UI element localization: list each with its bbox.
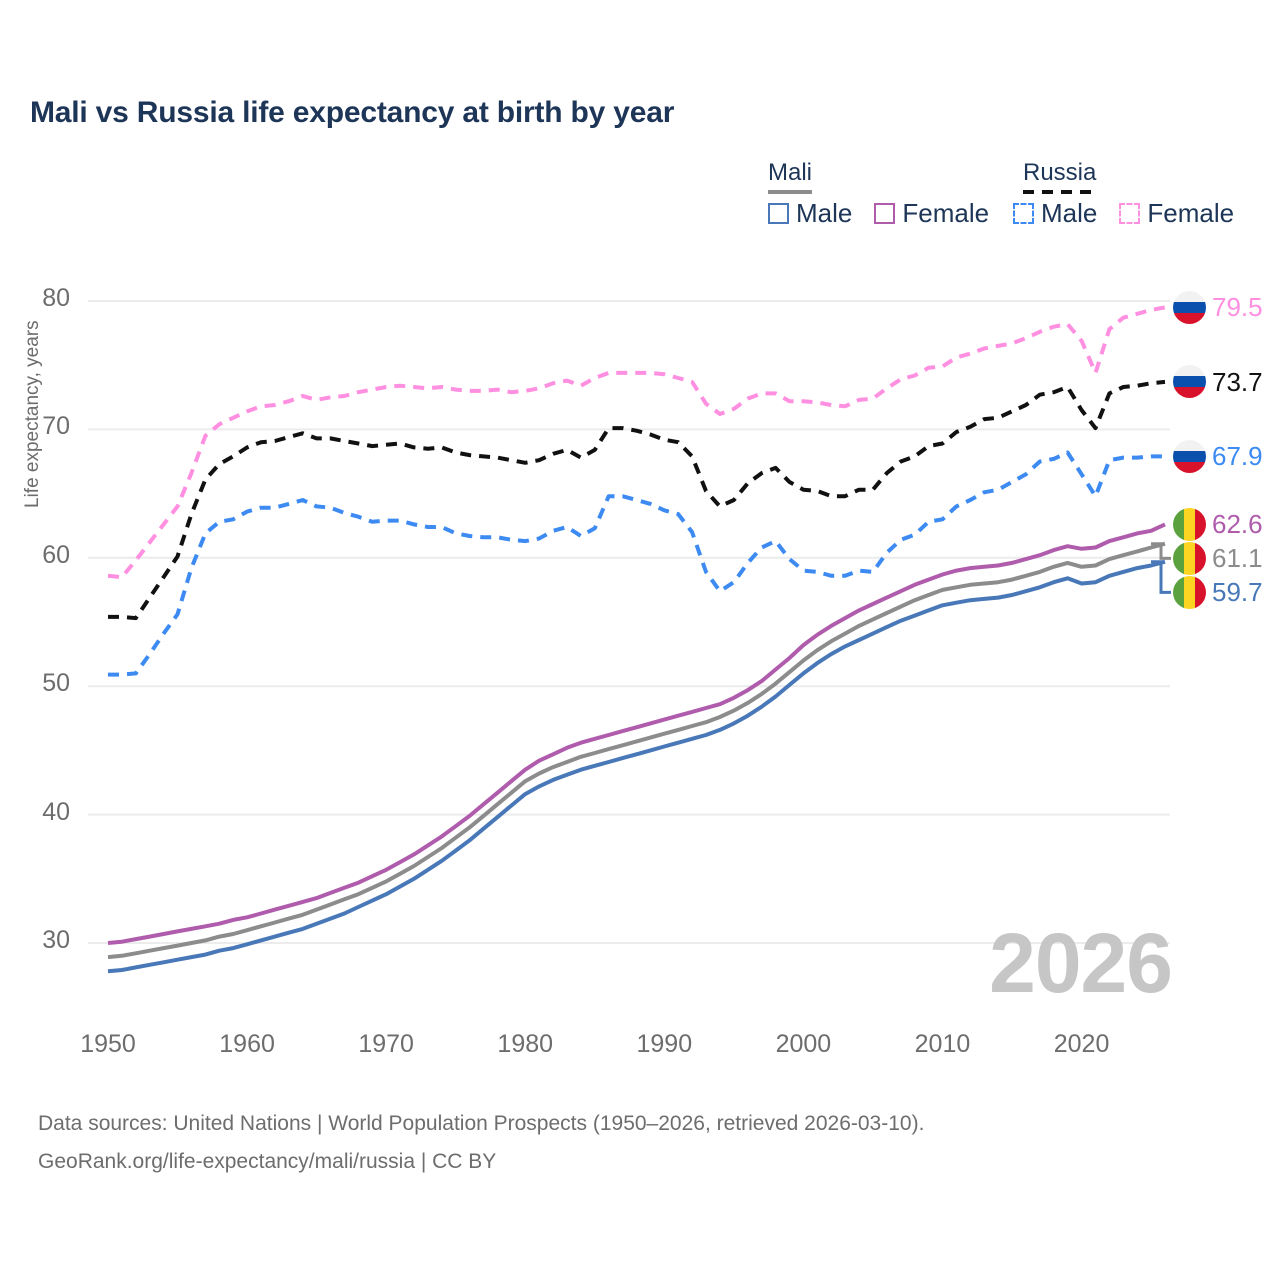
legend-label-russia-male: Male: [1041, 198, 1098, 228]
series-end-label: 62.6: [1173, 507, 1263, 541]
legend-group-title-mali: Mali: [768, 159, 813, 186]
flag-band: [1184, 541, 1195, 575]
series-end-value: 67.9: [1212, 441, 1263, 472]
x-axis-tick-label: 2020: [1053, 1030, 1110, 1058]
y-axis-tick-label: 80: [42, 284, 70, 312]
x-axis-tick-label: 1970: [358, 1030, 414, 1058]
legend-item-russia-male[interactable]: Male: [1013, 200, 1097, 226]
series-end-value: 73.7: [1212, 366, 1263, 397]
flag-band: [1173, 376, 1206, 388]
end-label-connector: [1151, 560, 1171, 594]
footer-line-url[interactable]: GeoRank.org/life-expectancy/mali/russia …: [38, 1150, 497, 1173]
flag-band: [1173, 439, 1206, 451]
legend-group-title-russia: Russia: [1023, 159, 1097, 186]
series-end-label: 73.7: [1173, 365, 1263, 399]
y-axis-tick-label: 50: [42, 669, 70, 698]
legend-item-russia-female[interactable]: Female: [1119, 200, 1234, 226]
legend-group-russia: Russia: [1023, 159, 1097, 194]
russia-flag-icon: [1173, 290, 1206, 324]
flag-band: [1195, 541, 1206, 575]
y-axis-tick-label: 40: [42, 797, 70, 826]
flag-band: [1173, 541, 1184, 575]
flag-band: [1173, 450, 1206, 462]
russia-flag-icon: [1173, 365, 1206, 399]
x-axis-tick-label: 2010: [914, 1030, 971, 1058]
flag-band: [1173, 461, 1206, 473]
footer-attribution: Data sources: United Nations | World Pop…: [38, 1105, 924, 1181]
flag-band: [1173, 507, 1184, 541]
legend-swatch-icon-russia-female: [1119, 202, 1141, 224]
x-axis-tick-label: 1950: [80, 1030, 136, 1058]
flag-band: [1195, 507, 1206, 541]
y-axis-tick-label: 60: [42, 540, 70, 569]
legend-swatch-icon-mali-male: [768, 202, 789, 224]
x-axis-tick-label: 1960: [219, 1030, 275, 1058]
year-watermark: 2026: [989, 916, 1173, 1010]
series-line-russia-total: [108, 379, 1166, 621]
legend-label-mali-female: Female: [902, 198, 990, 228]
flag-band: [1184, 507, 1195, 541]
series-line-russia-male: [108, 450, 1165, 677]
series-end-label: 59.7: [1173, 575, 1263, 609]
y-axis-tick-label: 30: [42, 926, 70, 954]
series-end-value: 62.6: [1212, 509, 1263, 540]
page-title: Mali vs Russia life expectancy at birth …: [30, 96, 675, 129]
series-end-value: 59.7: [1212, 577, 1263, 608]
legend-swatch-icon-mali-female: [874, 202, 896, 224]
flag-band: [1173, 290, 1206, 302]
flag-band: [1173, 575, 1184, 609]
flag-band: [1195, 575, 1206, 609]
series-line-mali-female: [107, 522, 1166, 945]
end-label-connector: [1151, 542, 1171, 560]
series-line-mali-total: [107, 541, 1166, 960]
legend-rule-mali: [768, 190, 813, 194]
mali-flag-icon: [1173, 507, 1206, 541]
mali-flag-icon: [1173, 575, 1206, 609]
legend-rule-russia: [1023, 190, 1097, 194]
series-end-label: 67.9: [1173, 439, 1263, 473]
legend-label-russia-female: Female: [1147, 198, 1235, 228]
series-end-label: 79.5: [1173, 290, 1263, 324]
flag-band: [1173, 387, 1206, 399]
flag-band: [1184, 575, 1195, 609]
x-axis-tick-label: 2000: [775, 1030, 832, 1058]
legend-items-mali: Male Female: [768, 200, 1011, 226]
series-end-value: 79.5: [1212, 292, 1263, 323]
mali-flag-icon: [1173, 541, 1206, 575]
legend-group-mali: Mali: [768, 159, 813, 194]
series-line-russia-female: [107, 305, 1166, 580]
y-axis-tick-label: 70: [42, 412, 70, 441]
series-end-value: 61.1: [1212, 543, 1263, 574]
series-line-mali-male: [107, 559, 1166, 974]
flag-band: [1173, 365, 1206, 377]
legend-item-mali-male[interactable]: Male: [768, 200, 852, 226]
legend-items-russia: Male Female: [1013, 200, 1256, 226]
footer-line-sources: Data sources: United Nations | World Pop…: [38, 1112, 925, 1135]
legend-item-mali-female[interactable]: Female: [874, 200, 989, 226]
legend-label-mali-male: Male: [796, 198, 853, 228]
legend-swatch-icon-russia-male: [1013, 202, 1034, 224]
legend: Mali Russia Male Female Male Fe: [755, 160, 1255, 240]
x-axis-tick-label: 1990: [636, 1030, 693, 1058]
series-end-label: 61.1: [1173, 541, 1263, 575]
flag-band: [1173, 312, 1206, 324]
russia-flag-icon: [1173, 439, 1206, 473]
x-axis-tick-label: 1980: [497, 1030, 554, 1058]
flag-band: [1173, 301, 1206, 313]
